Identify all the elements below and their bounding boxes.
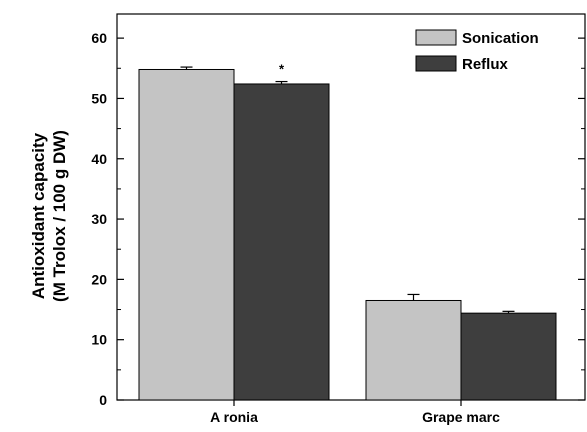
bar-sonication-0 bbox=[138, 68, 235, 401]
significance-asterisk: * bbox=[279, 62, 285, 77]
y-tick-label: 60 bbox=[91, 30, 107, 46]
x-axis-ticks: A ronia Grape marc bbox=[210, 400, 500, 425]
y-axis-ticks: 0 10 20 30 40 50 60 bbox=[91, 30, 585, 408]
bar-reflux-0 bbox=[233, 83, 330, 401]
bars-group bbox=[138, 68, 557, 401]
plot-frame bbox=[116, 13, 586, 401]
y-tick-label: 10 bbox=[91, 332, 107, 348]
y-tick-label: 20 bbox=[91, 271, 107, 287]
error-bars-group bbox=[180, 66, 515, 314]
y-tick-label: 50 bbox=[91, 90, 107, 106]
y-axis-title-line2: (M Trolox / 100 g DW) bbox=[50, 130, 69, 302]
legend-swatch-reflux bbox=[415, 55, 457, 72]
x-tick-label: Grape marc bbox=[422, 409, 500, 425]
y-tick-label: 0 bbox=[99, 392, 107, 408]
legend: Sonication Reflux bbox=[415, 29, 539, 73]
y-tick-label: 30 bbox=[91, 211, 107, 227]
legend-swatch-sonication bbox=[415, 29, 457, 46]
legend-label-sonication: Sonication bbox=[462, 30, 539, 47]
x-tick-label: A ronia bbox=[210, 409, 258, 425]
y-axis-title-line1: Antioxidant capacity bbox=[29, 132, 48, 299]
legend-label-reflux: Reflux bbox=[462, 56, 509, 73]
bar-sonication-1 bbox=[365, 299, 462, 401]
y-tick-label: 40 bbox=[91, 151, 107, 167]
bar-reflux-1 bbox=[460, 312, 557, 401]
